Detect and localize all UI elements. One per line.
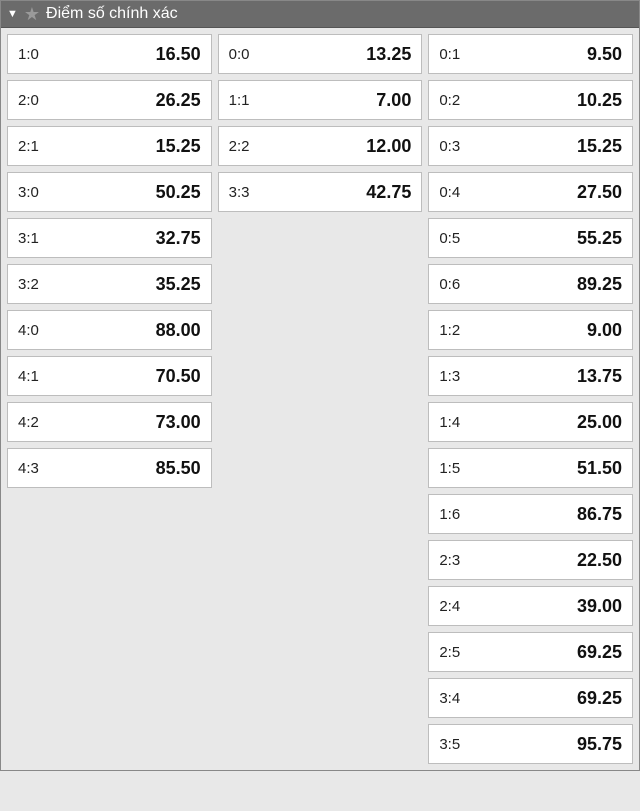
- correct-score-panel: ▼ ★ Điểm số chính xác 1:016.502:026.252:…: [0, 0, 640, 771]
- score-label: 0:5: [439, 230, 460, 247]
- score-label: 0:0: [229, 46, 250, 63]
- odds-value: 10.25: [577, 90, 622, 111]
- odds-cell[interactable]: 1:4 25.00: [428, 402, 633, 442]
- odds-value: 86.75: [577, 504, 622, 525]
- score-label: 1:2: [439, 322, 460, 339]
- score-label: 3:3: [229, 184, 250, 201]
- odds-cell[interactable]: 2:0 26.25: [7, 80, 212, 120]
- score-label: 2:4: [439, 598, 460, 615]
- odds-value: 7.00: [376, 90, 411, 111]
- score-label: 0:4: [439, 184, 460, 201]
- score-label: 0:1: [439, 46, 460, 63]
- score-label: 3:1: [18, 230, 39, 247]
- odds-cell[interactable]: 3:3 42.75: [218, 172, 423, 212]
- odds-cell[interactable]: 3:5 95.75: [428, 724, 633, 764]
- score-label: 4:2: [18, 414, 39, 431]
- score-label: 1:0: [18, 46, 39, 63]
- odds-cell[interactable]: 1:3 13.75: [428, 356, 633, 396]
- score-label: 0:2: [439, 92, 460, 109]
- score-label: 1:6: [439, 506, 460, 523]
- score-label: 4:3: [18, 460, 39, 477]
- score-label: 0:3: [439, 138, 460, 155]
- odds-value: 12.00: [366, 136, 411, 157]
- odds-value: 73.00: [156, 412, 201, 433]
- odds-value: 70.50: [156, 366, 201, 387]
- odds-cell[interactable]: 4:2 73.00: [7, 402, 212, 442]
- odds-cell[interactable]: 2:5 69.25: [428, 632, 633, 672]
- draw-column: 0:0 13.25 1:1 7.00 2:2 12.00 3:3 42.75: [218, 34, 423, 212]
- score-label: 3:0: [18, 184, 39, 201]
- odds-value: 32.75: [156, 228, 201, 249]
- odds-value: 88.00: [156, 320, 201, 341]
- score-label: 1:4: [439, 414, 460, 431]
- odds-cell[interactable]: 3:4 69.25: [428, 678, 633, 718]
- odds-value: 26.25: [156, 90, 201, 111]
- odds-value: 22.50: [577, 550, 622, 571]
- favorite-star-icon[interactable]: ★: [24, 5, 40, 23]
- odds-value: 27.50: [577, 182, 622, 203]
- score-label: 1:5: [439, 460, 460, 477]
- odds-value: 15.25: [156, 136, 201, 157]
- score-label: 4:1: [18, 368, 39, 385]
- odds-value: 35.25: [156, 274, 201, 295]
- odds-value: 55.25: [577, 228, 622, 249]
- odds-value: 16.50: [156, 44, 201, 65]
- odds-grid: 1:0 16.50 2:0 26.25 2:1 15.25 3:0 50.25 3:1 32.75…: [1, 28, 639, 770]
- score-label: 3:5: [439, 736, 460, 753]
- odds-cell[interactable]: 1:6 86.75: [428, 494, 633, 534]
- score-label: 2:5: [439, 644, 460, 661]
- odds-value: 15.25: [577, 136, 622, 157]
- odds-cell[interactable]: 4:3 85.50: [7, 448, 212, 488]
- odds-cell[interactable]: 1:0 16.50: [7, 34, 212, 74]
- odds-value: 13.25: [366, 44, 411, 65]
- odds-cell[interactable]: 0:3 15.25: [428, 126, 633, 166]
- odds-value: 42.75: [366, 182, 411, 203]
- odds-cell[interactable]: 3:2 35.25: [7, 264, 212, 304]
- odds-cell[interactable]: 3:0 50.25: [7, 172, 212, 212]
- home-win-column: 1:0 16.50 2:0 26.25 2:1 15.25 3:0 50.25 3:1 32.75…: [7, 34, 212, 488]
- score-label: 2:0: [18, 92, 39, 109]
- odds-cell[interactable]: 0:1 9.50: [428, 34, 633, 74]
- score-label: 2:1: [18, 138, 39, 155]
- odds-value: 39.00: [577, 596, 622, 617]
- odds-cell[interactable]: 0:5 55.25: [428, 218, 633, 258]
- odds-cell[interactable]: 2:3 22.50: [428, 540, 633, 580]
- odds-cell[interactable]: 1:5 51.50: [428, 448, 633, 488]
- panel-title: Điểm số chính xác: [46, 5, 178, 23]
- odds-value: 50.25: [156, 182, 201, 203]
- away-win-column: 0:19.500:210.250:315.250:427.500:555.250…: [428, 34, 633, 764]
- odds-cell[interactable]: 0:6 89.25: [428, 264, 633, 304]
- odds-cell[interactable]: 1:1 7.00: [218, 80, 423, 120]
- odds-value: 25.00: [577, 412, 622, 433]
- odds-value: 9.00: [587, 320, 622, 341]
- odds-value: 13.75: [577, 366, 622, 387]
- score-label: 1:1: [229, 92, 250, 109]
- odds-cell[interactable]: 2:4 39.00: [428, 586, 633, 626]
- odds-cell[interactable]: 3:1 32.75: [7, 218, 212, 258]
- score-label: 3:4: [439, 690, 460, 707]
- odds-value: 69.25: [577, 642, 622, 663]
- odds-cell[interactable]: 1:2 9.00: [428, 310, 633, 350]
- score-label: 4:0: [18, 322, 39, 339]
- odds-value: 51.50: [577, 458, 622, 479]
- score-label: 2:2: [229, 138, 250, 155]
- panel-header[interactable]: ▼ ★ Điểm số chính xác: [1, 1, 639, 28]
- collapse-icon: ▼: [7, 9, 18, 20]
- odds-value: 85.50: [156, 458, 201, 479]
- odds-value: 89.25: [577, 274, 622, 295]
- odds-value: 95.75: [577, 734, 622, 755]
- odds-value: 9.50: [587, 44, 622, 65]
- odds-cell[interactable]: 0:2 10.25: [428, 80, 633, 120]
- odds-cell[interactable]: 0:0 13.25: [218, 34, 423, 74]
- odds-cell[interactable]: 4:1 70.50: [7, 356, 212, 396]
- score-label: 0:6: [439, 276, 460, 293]
- score-label: 1:3: [439, 368, 460, 385]
- odds-cell[interactable]: 4:0 88.00: [7, 310, 212, 350]
- score-label: 3:2: [18, 276, 39, 293]
- score-label: 2:3: [439, 552, 460, 569]
- odds-cell[interactable]: 0:4 27.50: [428, 172, 633, 212]
- odds-cell[interactable]: 2:1 15.25: [7, 126, 212, 166]
- odds-cell[interactable]: 2:2 12.00: [218, 126, 423, 166]
- odds-value: 69.25: [577, 688, 622, 709]
